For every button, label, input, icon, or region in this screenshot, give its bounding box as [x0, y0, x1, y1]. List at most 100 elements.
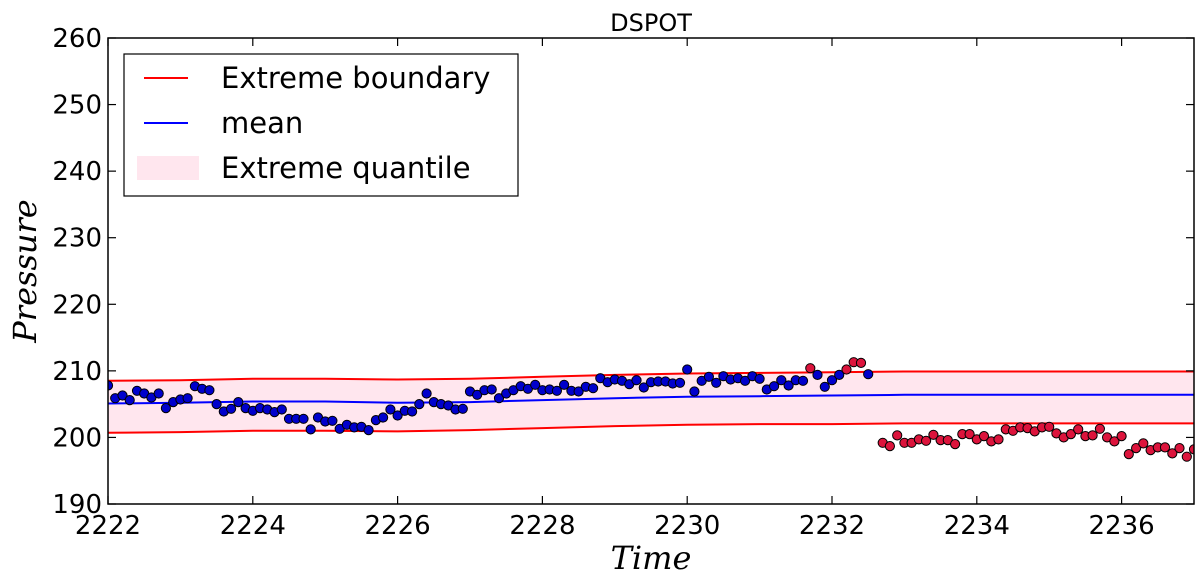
data-point: [392, 410, 403, 421]
data-point: [819, 381, 830, 392]
alarm-data-point: [1188, 444, 1194, 455]
data-point: [421, 388, 432, 399]
data-point: [812, 369, 823, 380]
data-point: [682, 364, 693, 375]
alarm-data-point: [993, 434, 1004, 445]
data-point: [797, 375, 809, 386]
lower-extreme-boundary-line: [108, 422, 1194, 434]
data-point: [783, 380, 794, 391]
data-point: [211, 399, 222, 410]
data-point: [457, 403, 468, 414]
x-axis-label: Time: [611, 539, 692, 577]
upper-extreme-boundary-line: [108, 370, 1194, 382]
data-point: [826, 375, 838, 386]
data-point: [153, 388, 164, 399]
alarm-data-point: [978, 431, 990, 442]
alarm-data-point: [964, 429, 975, 440]
x-tick-label: 2222: [75, 511, 141, 541]
alarm-data-point: [1131, 443, 1142, 454]
alarm-data-point: [1065, 429, 1077, 440]
mean-line: [108, 393, 1194, 405]
x-tick-label: 2228: [509, 511, 575, 541]
data-point: [233, 397, 244, 408]
data-point: [711, 377, 722, 388]
data-points: [108, 357, 1194, 462]
x-tick-label: 2234: [944, 511, 1010, 541]
data-point: [407, 406, 418, 417]
data-point: [327, 415, 338, 426]
data-point: [588, 383, 599, 394]
y-tick-label: 240: [52, 157, 102, 187]
data-point: [559, 379, 570, 390]
data-point: [689, 386, 700, 397]
data-point: [573, 386, 584, 397]
alarm-data-point: [1109, 436, 1120, 447]
alarm-data-point: [1123, 449, 1134, 460]
alarm-data-point: [1044, 421, 1055, 432]
alarm-data-point: [841, 364, 852, 375]
x-tick-label: 2230: [654, 511, 720, 541]
data-point: [493, 393, 505, 404]
alarm-data-point: [1174, 443, 1185, 454]
y-axis-label: Pressure: [6, 199, 44, 343]
legend-label-mean: mean: [221, 106, 303, 140]
data-point: [204, 385, 215, 396]
y-tick-label: 220: [52, 290, 102, 320]
data-point: [378, 412, 389, 423]
y-tick-label: 230: [52, 224, 102, 254]
data-point: [769, 381, 780, 392]
data-point: [414, 399, 425, 410]
data-point: [472, 389, 483, 400]
data-point: [638, 382, 649, 393]
data-point: [776, 375, 787, 386]
data-point: [160, 403, 171, 414]
data-point: [363, 425, 374, 436]
data-point: [863, 369, 874, 380]
data-point: [703, 371, 715, 382]
data-point: [305, 424, 316, 435]
alarm-data-point: [1116, 431, 1127, 442]
data-point: [117, 390, 128, 401]
alarm-data-point: [884, 441, 896, 452]
chart-title: DSPOT: [610, 9, 692, 37]
x-tick-label: 2226: [365, 511, 431, 541]
plot-frame: [107, 37, 1195, 505]
data-point: [385, 404, 396, 415]
alarm-data-point: [1159, 442, 1171, 453]
y-axis: 190 200 210 220 230 240 250 260: [52, 24, 1194, 520]
data-point: [182, 393, 193, 404]
alarm-data-point: [1138, 438, 1149, 449]
alarm-data-point: [855, 357, 867, 368]
data-point: [631, 375, 642, 386]
legend: Extreme boundary mean Extreme quantile: [123, 53, 519, 197]
y-tick-label: 190: [52, 490, 102, 520]
alarm-data-point: [950, 439, 961, 450]
alarm-data-point: [1073, 424, 1084, 435]
data-point: [834, 369, 845, 380]
alarm-data-point: [928, 429, 939, 440]
data-point: [754, 373, 765, 384]
alarm-data-point: [892, 430, 903, 441]
alarm-data-point: [805, 363, 816, 374]
data-point: [276, 404, 287, 415]
legend-extreme-quantile-swatch: [137, 156, 199, 180]
legend-label-extreme-boundary: Extreme boundary: [221, 61, 490, 95]
data-point: [740, 375, 751, 386]
alarm-data-point: [921, 435, 932, 446]
y-tick-label: 260: [52, 24, 102, 54]
x-axis: 2222 2224 2226 2228 2230 2232 2234 2236: [75, 38, 1155, 541]
y-tick-label: 250: [52, 91, 102, 121]
alarm-data-point: [1087, 430, 1098, 441]
x-tick-label: 2224: [220, 511, 286, 541]
x-tick-label: 2236: [1089, 511, 1155, 541]
y-tick-label: 200: [52, 423, 102, 453]
x-tick-label: 2232: [799, 511, 865, 541]
data-point: [551, 385, 563, 396]
alarm-data-point: [1094, 423, 1106, 434]
data-point: [674, 377, 686, 388]
y-tick-label: 210: [52, 357, 102, 387]
data-point: [226, 403, 237, 414]
data-point: [298, 413, 309, 424]
data-point: [486, 384, 497, 395]
